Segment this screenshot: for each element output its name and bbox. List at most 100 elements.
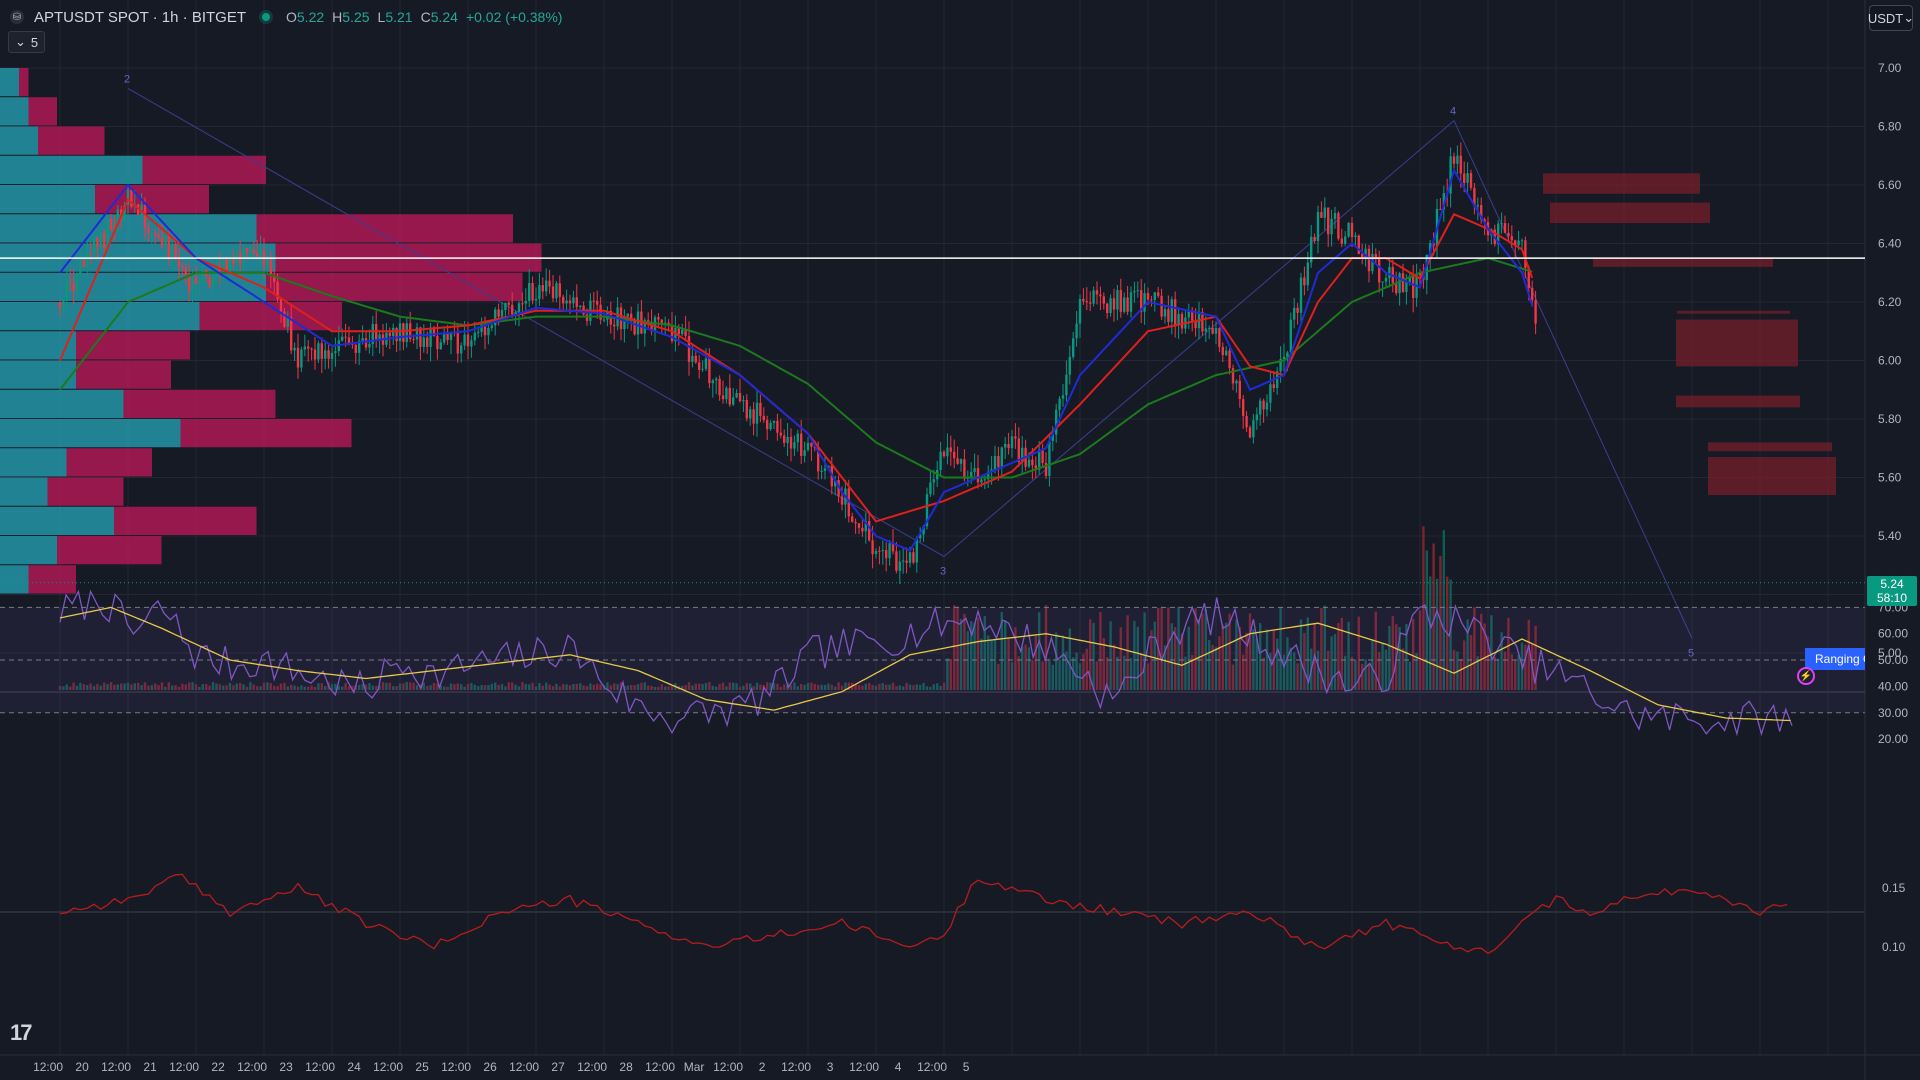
volume-bar xyxy=(1391,616,1394,690)
volume-bar xyxy=(963,613,966,690)
volume-bar xyxy=(1194,608,1197,690)
candle-body xyxy=(1476,205,1479,207)
volume-bar xyxy=(307,686,310,690)
lightning-alert-icon[interactable]: ⚡ xyxy=(1797,667,1815,685)
candle-body xyxy=(664,322,667,324)
candle-body xyxy=(881,550,884,552)
volume-bar xyxy=(1017,656,1020,690)
volume-bar xyxy=(1435,578,1439,690)
candle-body xyxy=(1116,290,1119,310)
volume-bar xyxy=(932,684,935,690)
volume-bar xyxy=(1333,634,1337,690)
candle-body xyxy=(1524,240,1527,269)
candle-body xyxy=(1384,277,1388,282)
candle-body xyxy=(449,332,453,340)
volume-bar xyxy=(582,685,585,690)
candle-body xyxy=(728,387,731,405)
candle-body xyxy=(62,300,65,309)
time-tick-label: 12:00 xyxy=(33,1060,63,1074)
candle-body xyxy=(1398,273,1401,294)
time-tick-label: 2 xyxy=(759,1060,766,1074)
volume-bar xyxy=(966,631,969,690)
volume-bar xyxy=(796,686,799,690)
candle-body xyxy=(541,285,544,292)
volume-bar xyxy=(456,683,459,690)
candle-body xyxy=(735,392,738,398)
volume-bar xyxy=(1534,625,1537,690)
candle-body xyxy=(1361,253,1364,258)
candle-body xyxy=(1255,414,1258,421)
candle-body xyxy=(1534,300,1537,324)
symbol-title[interactable]: APTUSDT SPOT · 1h · BITGET xyxy=(34,8,246,26)
volume-bar xyxy=(191,682,194,690)
candle-body xyxy=(500,310,504,317)
volume-bar xyxy=(1306,617,1309,690)
profile-down-bar xyxy=(76,331,190,360)
candle-body xyxy=(1276,371,1279,389)
volume-bar xyxy=(1255,638,1258,690)
candle-body xyxy=(1333,213,1337,219)
candle-body xyxy=(1405,281,1408,292)
volume-bar xyxy=(1010,662,1014,690)
volume-bar xyxy=(1469,635,1473,690)
volume-bar xyxy=(1242,654,1245,690)
volume-bar xyxy=(409,682,412,690)
candle-body xyxy=(79,259,82,276)
candle-body xyxy=(1180,313,1184,329)
volume-bar xyxy=(1483,623,1486,690)
candle-body xyxy=(174,244,177,260)
candle-body xyxy=(1109,298,1112,314)
volume-bar xyxy=(293,685,296,690)
time-tick-label: 21 xyxy=(143,1060,157,1074)
volume-bar xyxy=(861,685,864,690)
candle-body xyxy=(762,415,765,421)
candle-body xyxy=(1153,292,1156,300)
candle-body xyxy=(1371,253,1374,272)
candle-body xyxy=(1242,399,1245,417)
candle-body xyxy=(300,349,303,368)
volume-bar xyxy=(439,685,442,690)
candle-body xyxy=(269,258,272,276)
candle-body xyxy=(82,259,85,268)
volume-bar xyxy=(1129,658,1133,690)
currency-selector[interactable]: USDT ⌄ xyxy=(1868,5,1914,31)
volume-bar xyxy=(949,658,952,690)
volume-bar xyxy=(1374,611,1377,690)
candle-body xyxy=(1439,208,1442,210)
candle-body xyxy=(551,286,555,299)
ranging-badge[interactable]: Ranging C xyxy=(1805,648,1865,670)
volume-bar xyxy=(885,684,888,690)
candle-body xyxy=(378,334,381,340)
volume-bar xyxy=(75,685,79,690)
volume-bar xyxy=(177,686,181,690)
candle-body xyxy=(1191,311,1194,321)
volume-bar xyxy=(436,683,439,690)
profile-up-bar xyxy=(0,155,143,184)
candle-body xyxy=(1252,420,1255,438)
candle-body xyxy=(1085,301,1088,303)
volume-bar xyxy=(1442,530,1445,690)
volume-bar xyxy=(1174,627,1177,690)
volume-bar xyxy=(453,684,456,690)
volume-bar xyxy=(72,682,75,690)
candle-body xyxy=(956,458,959,464)
volume-bar xyxy=(385,682,388,690)
candle-body xyxy=(177,259,181,267)
lower-indicator-pane: 0.15 0.10 xyxy=(59,873,1906,955)
volume-bar xyxy=(1228,613,1231,690)
candle-body xyxy=(1112,298,1116,310)
symbol-logo-icon[interactable]: ⛁ xyxy=(10,10,24,24)
volume-bar xyxy=(504,686,507,690)
volume-bar xyxy=(776,683,779,690)
tradingview-logo-icon[interactable]: 17 xyxy=(10,1020,33,1045)
volume-bar xyxy=(1466,619,1469,690)
candle-body xyxy=(245,248,249,253)
volume-bar xyxy=(698,683,701,690)
volume-bar xyxy=(164,686,167,690)
indicator-collapse-button[interactable]: ⌄ 5 xyxy=(8,31,46,53)
volume-bar xyxy=(1021,646,1024,690)
volume-bar xyxy=(545,682,548,690)
volume-bar xyxy=(946,658,949,690)
candle-body xyxy=(1500,223,1503,225)
